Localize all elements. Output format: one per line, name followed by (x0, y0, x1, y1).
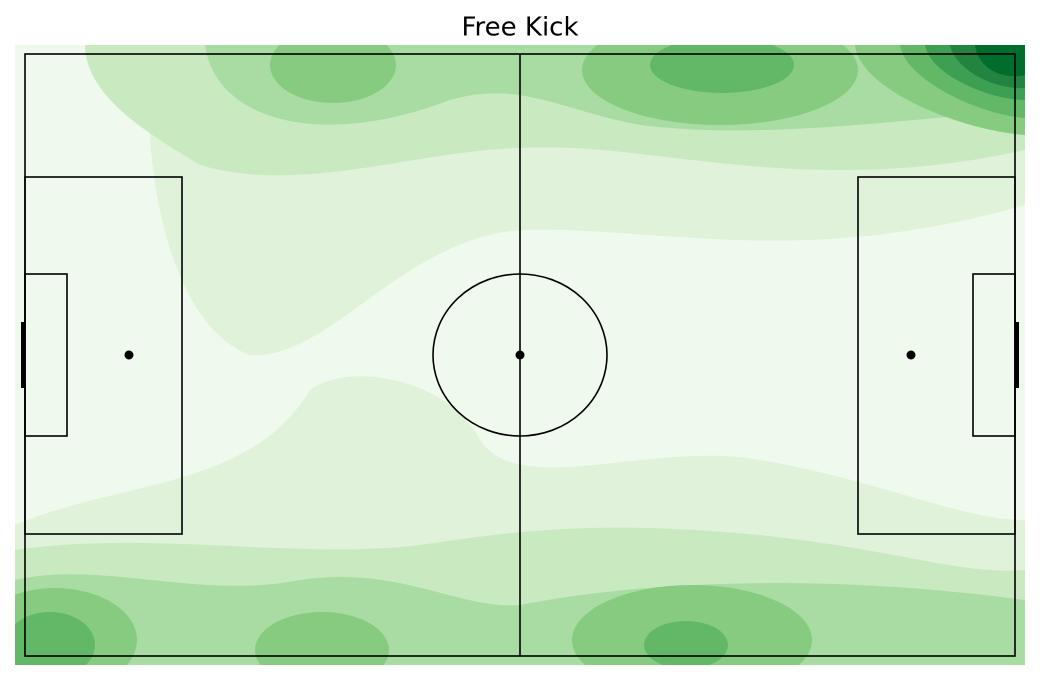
center-spot (515, 350, 525, 360)
density-level (650, 45, 794, 93)
density-level (270, 45, 396, 103)
density-level (255, 612, 389, 665)
center-circle (432, 273, 608, 437)
chart-title: Free Kick (461, 13, 578, 43)
penalty-spot (124, 350, 134, 360)
density-level (975, 45, 1025, 77)
density-level (644, 621, 728, 665)
penalty-spot (906, 350, 916, 360)
density (15, 45, 1025, 665)
pitch (21, 53, 1019, 657)
density-level (15, 612, 95, 665)
